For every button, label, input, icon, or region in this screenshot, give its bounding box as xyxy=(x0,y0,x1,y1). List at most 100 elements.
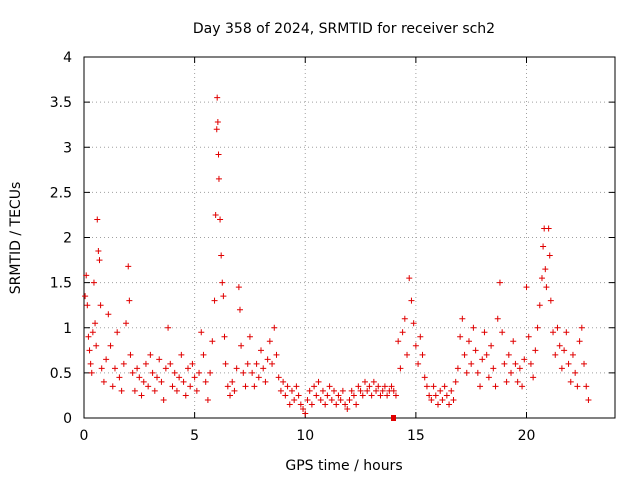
data-point xyxy=(576,338,583,345)
data-point xyxy=(406,275,413,282)
data-point xyxy=(171,369,178,376)
data-point xyxy=(83,272,90,279)
data-point xyxy=(127,351,134,358)
data-point xyxy=(441,383,448,390)
data-point xyxy=(262,378,269,385)
data-point xyxy=(335,392,342,399)
data-point xyxy=(375,383,382,390)
data-point xyxy=(401,315,408,322)
chart-title: Day 358 of 2024, SRMTID for receiver sch… xyxy=(193,21,495,37)
data-point xyxy=(326,383,333,390)
data-point xyxy=(468,360,475,367)
data-point xyxy=(218,252,225,259)
data-point xyxy=(485,374,492,381)
data-point xyxy=(534,324,541,331)
data-point xyxy=(492,383,499,390)
data-points xyxy=(82,94,592,417)
data-point xyxy=(355,383,362,390)
data-point xyxy=(120,360,127,367)
data-point xyxy=(581,360,588,367)
data-point xyxy=(516,365,523,372)
data-point xyxy=(324,392,331,399)
data-point xyxy=(412,342,419,349)
data-point xyxy=(538,275,545,282)
data-point xyxy=(465,338,472,345)
data-point xyxy=(215,151,222,158)
data-point xyxy=(129,369,136,376)
data-point xyxy=(173,387,180,394)
data-point xyxy=(563,329,570,336)
data-point xyxy=(397,365,404,372)
data-point xyxy=(111,365,118,372)
y-tick-label: 1 xyxy=(63,321,72,337)
data-point xyxy=(84,302,91,309)
data-point xyxy=(470,324,477,331)
data-point xyxy=(88,369,95,376)
data-point xyxy=(390,387,397,394)
data-point xyxy=(501,360,508,367)
data-point xyxy=(204,396,211,403)
data-point xyxy=(302,410,309,417)
data-point xyxy=(463,369,470,376)
data-point xyxy=(552,351,559,358)
data-point xyxy=(370,378,377,385)
data-point xyxy=(508,369,515,376)
data-point xyxy=(107,342,114,349)
data-point xyxy=(249,369,256,376)
data-point xyxy=(558,365,565,372)
data-point xyxy=(450,396,457,403)
data-point xyxy=(182,392,189,399)
data-point xyxy=(103,356,110,363)
data-point xyxy=(220,293,227,300)
x-tick-label: 0 xyxy=(80,428,89,444)
data-point xyxy=(235,284,242,291)
data-point xyxy=(317,396,324,403)
x-tick-label: 5 xyxy=(190,428,199,444)
data-point xyxy=(368,392,375,399)
data-point xyxy=(346,396,353,403)
data-point xyxy=(550,329,557,336)
x-tick-labels: 0 5 10 15 20 xyxy=(80,428,536,444)
data-point xyxy=(569,351,576,358)
data-point xyxy=(472,347,479,354)
data-point xyxy=(86,347,93,354)
data-point xyxy=(348,387,355,394)
data-point xyxy=(454,365,461,372)
data-point xyxy=(202,378,209,385)
y-tick-label: 0 xyxy=(63,411,72,427)
data-point xyxy=(415,360,422,367)
data-point xyxy=(381,383,388,390)
data-point xyxy=(191,374,198,381)
x-tick-label: 15 xyxy=(407,428,425,444)
y-tick-label: 4 xyxy=(63,50,72,66)
data-point xyxy=(162,365,169,372)
data-point xyxy=(271,324,278,331)
data-point xyxy=(242,383,249,390)
data-point xyxy=(214,94,221,101)
data-point xyxy=(207,369,214,376)
data-point xyxy=(565,360,572,367)
data-point xyxy=(98,365,105,372)
data-point xyxy=(160,396,167,403)
data-point xyxy=(423,383,430,390)
data-point xyxy=(328,396,335,403)
data-point xyxy=(540,243,547,250)
data-point xyxy=(525,333,532,340)
data-point xyxy=(224,383,231,390)
data-point xyxy=(313,392,320,399)
x-axis-label: GPS time / hours xyxy=(285,458,402,474)
data-point xyxy=(213,126,220,133)
data-point xyxy=(116,374,123,381)
data-point xyxy=(479,356,486,363)
data-point xyxy=(421,374,428,381)
data-point xyxy=(187,383,194,390)
data-point xyxy=(388,383,395,390)
data-point xyxy=(510,338,517,345)
data-point xyxy=(198,329,205,336)
data-point xyxy=(344,405,351,412)
data-point xyxy=(109,383,116,390)
data-point xyxy=(554,324,561,331)
data-point xyxy=(503,378,510,385)
data-point xyxy=(319,387,326,394)
data-point xyxy=(255,374,262,381)
